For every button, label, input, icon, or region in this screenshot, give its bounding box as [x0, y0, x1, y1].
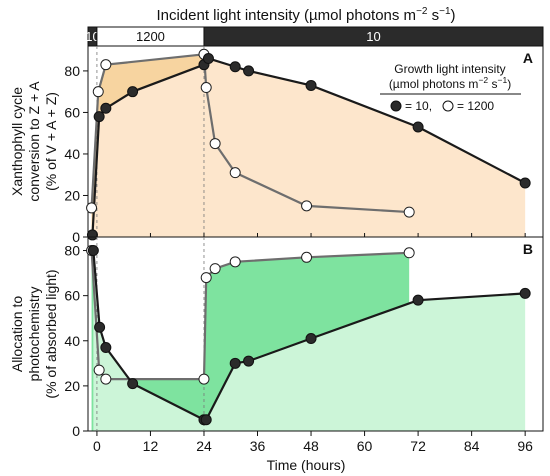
y-axis-label: Allocation tophotochemistry(% of absorbe…: [9, 269, 59, 398]
point-10-9: [412, 294, 424, 306]
y-tick-label-80: 80: [64, 63, 80, 79]
point-1200-1: [93, 364, 105, 376]
x-tick-label-0: 0: [93, 438, 101, 454]
point-10-10: [519, 287, 531, 299]
point-10-10: [519, 177, 531, 189]
point-1200-6: [229, 256, 241, 268]
chart-title: Incident light intensity (µmol photons m…: [156, 6, 455, 24]
legend-title-line2: (µmol photons m−2 s−1): [389, 75, 511, 91]
y-axis-label: Xanthophyll cycleconversion to Z + A(% o…: [9, 81, 59, 202]
point-10-7: [243, 65, 255, 77]
x-tick-label-60: 60: [357, 438, 373, 454]
point-1200-8: [403, 247, 415, 259]
point-1200-4: [200, 272, 212, 284]
y-tick-label-20: 20: [64, 378, 80, 394]
point-10-0: [86, 229, 98, 241]
x-tick-label-84: 84: [464, 438, 480, 454]
light-regime-bar: 10 1200 10: [85, 26, 544, 47]
legend-entry-light: = 1200: [457, 99, 494, 113]
point-1200-7: [301, 251, 313, 263]
x-tick-label-12: 12: [143, 438, 159, 454]
point-1200-2: [100, 59, 112, 71]
x-tick-label-48: 48: [303, 438, 319, 454]
point-1200-1: [92, 86, 104, 98]
point-10-8: [305, 333, 317, 345]
x-tick-label-36: 36: [250, 438, 266, 454]
point-1200-3: [198, 373, 210, 385]
point-1200-7: [301, 200, 313, 212]
panel-letter: B: [523, 241, 533, 257]
light-segment-label-2: 10: [366, 29, 380, 44]
y-tick-label-20: 20: [64, 187, 80, 203]
point-10-0: [87, 245, 99, 257]
point-10-1: [93, 111, 105, 123]
point-10-6: [229, 357, 241, 369]
legend-title-line1: Growth light intensity: [394, 62, 505, 76]
y-tick-label-60: 60: [64, 104, 80, 120]
point-10-7: [243, 355, 255, 367]
y-tick-label-0: 0: [72, 423, 80, 439]
point-10-9: [412, 121, 424, 133]
point-1200-5: [209, 263, 221, 275]
legend: Growth light intensity (µmol photons m−2…: [380, 62, 521, 113]
legend-marker-filled: [390, 100, 402, 112]
panel-b: 0 20 40 60 80 Allocation tophotochemistry(% o…: [9, 236, 544, 454]
x-tick-label-96: 96: [517, 438, 533, 454]
legend-entry-dark: = 10,: [405, 99, 432, 113]
x-tick-label-24: 24: [196, 438, 212, 454]
point-10-5: [202, 52, 214, 64]
light-segment-label-1: 1200: [136, 29, 165, 44]
point-10-3: [127, 86, 139, 98]
y-tick-label-60: 60: [64, 288, 80, 304]
y-tick-label-40: 40: [64, 333, 80, 349]
y-tick-label-80: 80: [64, 243, 80, 259]
point-1200-4: [200, 82, 212, 94]
point-1200-6: [229, 167, 241, 179]
y-tick-label-0: 0: [72, 229, 80, 245]
legend-marker-open: [442, 100, 454, 112]
point-1200-5: [209, 138, 221, 150]
plot-frame: [87, 236, 544, 432]
area-fill-inner: [92, 58, 526, 238]
point-10-3: [127, 378, 139, 390]
point-10-2: [100, 102, 112, 114]
point-10-1: [94, 321, 106, 333]
x-axis-label: Time (hours): [267, 457, 346, 473]
point-1200-2: [100, 373, 112, 385]
panel-letter: A: [523, 50, 533, 66]
point-10-2: [100, 342, 112, 354]
point-1200-8: [403, 206, 415, 218]
x-tick-label-72: 72: [410, 438, 426, 454]
y-tick-label-40: 40: [64, 146, 80, 162]
light-segment-label-0: 10: [85, 29, 99, 44]
point-10-5: [200, 414, 212, 426]
point-10-6: [229, 61, 241, 73]
point-10-8: [305, 79, 317, 91]
point-1200-0: [86, 202, 98, 214]
